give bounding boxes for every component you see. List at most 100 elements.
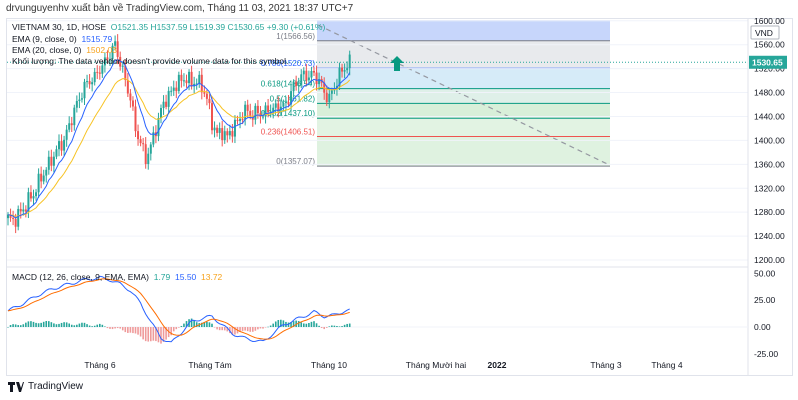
candle-body — [116, 41, 119, 57]
fib-zone-top — [317, 20, 610, 41]
ema20-legend[interactable]: EMA (20, close, 0) 1502.03 — [12, 45, 117, 56]
macd-histogram-bar — [303, 323, 305, 328]
macd-histogram-bar — [331, 325, 333, 328]
candle-body — [172, 87, 175, 91]
candle-body — [318, 79, 321, 85]
macd-histogram-bar — [175, 327, 178, 330]
macd-histogram-bar — [185, 321, 188, 328]
price-tick-label: 1280.00 — [754, 207, 785, 217]
unit-badge — [750, 25, 780, 40]
macd-histogram-bar — [246, 327, 249, 332]
macd-histogram-bar — [70, 324, 73, 328]
candle-body — [188, 71, 191, 84]
candle-body — [205, 93, 208, 99]
macd-hist-value: 1.79 — [153, 272, 171, 282]
candle-body — [73, 107, 76, 126]
macd-histogram-bar — [277, 320, 280, 328]
macd-histogram-bar — [68, 323, 70, 328]
candle-body — [279, 106, 282, 111]
macd-histogram-bar — [111, 327, 114, 330]
candle-body — [37, 173, 40, 193]
candle-body — [24, 209, 27, 212]
macd-histogram-bar — [96, 324, 99, 328]
macd-histogram-bar — [226, 327, 229, 332]
candle-body — [313, 70, 315, 73]
macd-histogram-bar — [274, 321, 277, 328]
macd-histogram-bar — [252, 327, 254, 332]
macd-histogram-bar — [254, 327, 257, 331]
macd-histogram-bar — [308, 323, 310, 328]
macd-histogram-bar — [32, 321, 35, 328]
macd-histogram-bar — [310, 321, 313, 328]
candle-body — [211, 103, 213, 131]
fib-zone — [317, 103, 610, 119]
candle-body — [29, 192, 32, 199]
macd-histogram-bar — [129, 327, 132, 333]
macd-histogram-bar — [318, 325, 320, 328]
unit-label: VND — [755, 28, 773, 38]
macd-histogram-bar — [93, 325, 96, 328]
candle-body — [101, 65, 104, 74]
candle-body — [221, 128, 224, 141]
macd-histogram-bar — [134, 327, 137, 334]
macd-histogram-bar — [195, 322, 198, 328]
macd-histogram-bar — [305, 323, 308, 328]
candle-body — [244, 104, 247, 120]
macd-histogram-bar — [144, 327, 147, 342]
candle-body — [282, 103, 285, 107]
publisher-credit: drvunguyenhv xuất bản về TradingView.com… — [6, 3, 354, 14]
candle-body — [121, 65, 124, 67]
macd-histogram-bar — [346, 323, 348, 328]
macd-histogram-bar — [109, 327, 111, 329]
macd-histogram-bar — [211, 323, 213, 328]
price-tick-label: 1240.00 — [754, 231, 785, 241]
candle-body — [139, 139, 142, 144]
macd-histogram-bar — [241, 327, 244, 331]
macd-line — [7, 275, 350, 343]
candle-body — [198, 74, 201, 84]
candle-body — [177, 74, 180, 92]
candle-body — [78, 99, 81, 102]
macd-histogram-bar — [37, 323, 40, 328]
macd-histogram-bar — [124, 327, 127, 333]
macd-histogram-bar — [323, 327, 325, 330]
candle-body — [200, 74, 203, 93]
tradingview-footer[interactable]: TradingView — [8, 381, 83, 392]
candle-body — [50, 156, 53, 166]
macd-histogram-bar — [180, 325, 183, 328]
candle-body — [287, 102, 290, 105]
candle-body — [58, 141, 60, 150]
time-axis: Tháng 6 Tháng Tám Tháng 10 Tháng Mười hai 20… — [84, 360, 682, 370]
macd-histogram-bar — [99, 323, 101, 328]
macd-histogram-bar — [297, 321, 300, 328]
macd-histogram-bar — [157, 327, 160, 343]
candle-body — [40, 173, 43, 182]
candle-body — [68, 123, 71, 130]
candle-body — [341, 67, 344, 72]
macd-histogram-bar — [7, 327, 9, 328]
macd-histogram-bar — [231, 327, 234, 335]
candle-body — [98, 72, 101, 74]
macd-histogram-bar — [272, 323, 274, 328]
candle-body — [124, 65, 127, 81]
fibonacci-zones: 1(1566.56) 0.786(1520.73) 0.618(1486.54) 0.… — [261, 20, 610, 167]
ema9-legend[interactable]: EMA (9, close, 0) 1515.79 — [12, 34, 112, 45]
candle-body — [60, 141, 63, 151]
macd-tick-label: 25.00 — [754, 295, 776, 305]
candle-body — [185, 80, 188, 84]
candle-body — [208, 98, 211, 104]
candle-body — [47, 156, 50, 170]
macd-histogram-bar — [203, 322, 206, 328]
macd-histogram-bar — [114, 327, 116, 329]
macd-histogram-bar — [162, 327, 165, 342]
price-tick-label: 1320.00 — [754, 183, 785, 193]
overlays — [390, 56, 404, 71]
candle-body — [119, 56, 122, 67]
macd-legend[interactable]: MACD (12, 26, close, 9, EMA, EMA) 1.79 1… — [12, 272, 222, 283]
candle-body — [241, 118, 244, 120]
candle-body — [12, 217, 15, 219]
candle-body — [65, 129, 68, 140]
macd-histogram-bar — [40, 322, 42, 328]
candle-body — [106, 57, 109, 60]
